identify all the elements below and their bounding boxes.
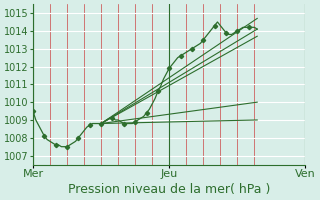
X-axis label: Pression niveau de la mer( hPa ): Pression niveau de la mer( hPa )	[68, 183, 270, 196]
